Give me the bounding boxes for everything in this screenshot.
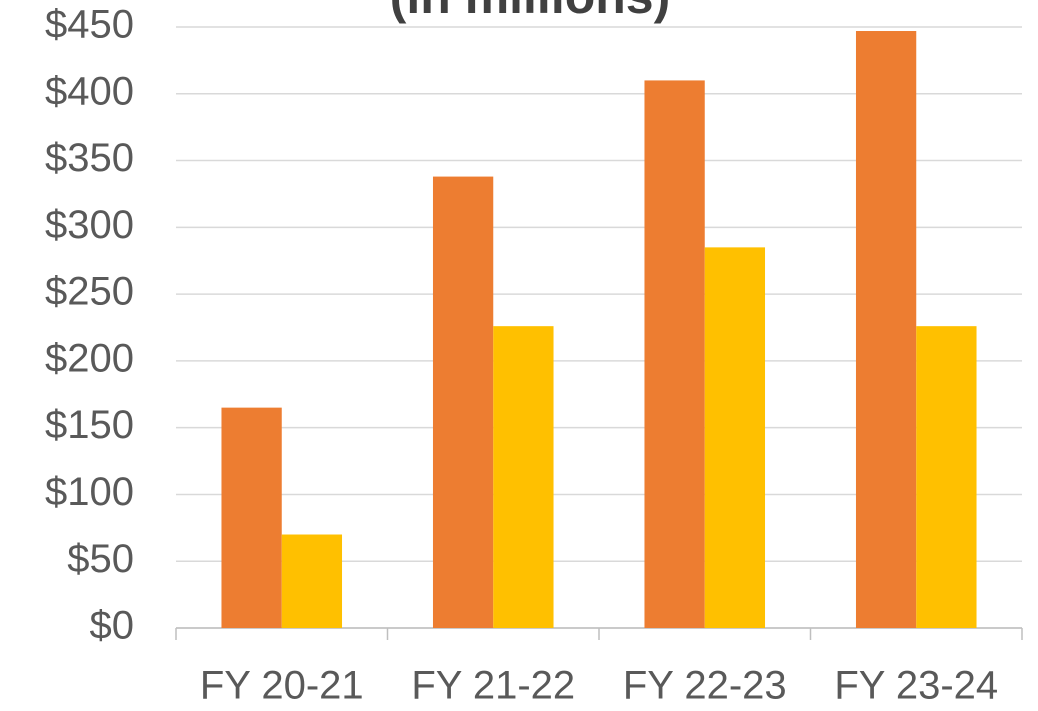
bar <box>855 31 917 629</box>
y-tick-label: $250 <box>45 270 134 314</box>
y-tick-label: $0 <box>90 604 135 648</box>
bar <box>644 80 705 628</box>
bar <box>704 247 766 628</box>
y-tick-label: $400 <box>45 69 134 113</box>
y-tick-label: $350 <box>45 136 134 180</box>
x-tick-label: FY 21-22 <box>411 664 575 706</box>
bar <box>221 407 282 628</box>
y-tick-label: $300 <box>45 203 134 247</box>
y-tick-label: $450 <box>45 3 134 47</box>
chart-title: (in millions) <box>390 0 671 24</box>
bar <box>432 176 494 629</box>
x-tick-label: FY 20-21 <box>200 664 364 706</box>
y-tick-label: $100 <box>45 470 134 514</box>
y-tick-label: $150 <box>45 403 134 447</box>
y-tick-label: $200 <box>45 336 134 380</box>
bar <box>916 326 977 628</box>
bar <box>493 326 554 628</box>
x-tick-label: FY 23-24 <box>834 664 998 706</box>
y-tick-label: $50 <box>67 537 134 581</box>
x-tick-label: FY 22-23 <box>623 664 787 706</box>
bar <box>281 534 343 628</box>
